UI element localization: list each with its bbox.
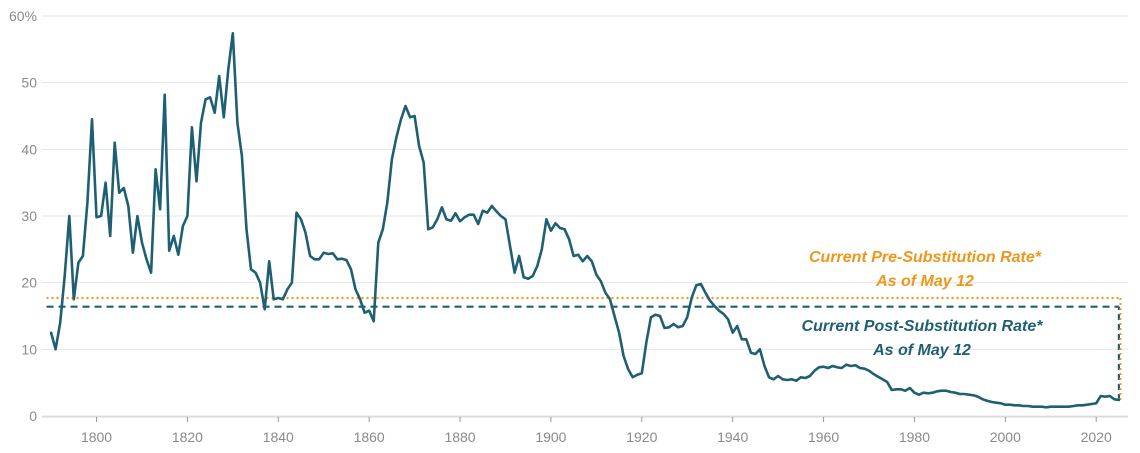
x-tick-label: 1840 [263,429,294,445]
y-tick-label: 40 [21,141,37,157]
x-tick-label: 1960 [808,429,839,445]
y-tick-label: 10 [21,341,37,357]
x-tick-label: 2020 [1081,429,1112,445]
x-axis-ticks: 1800 1820 1840 1860 1880 1900 1920 1940 1960 1980… [42,416,1128,445]
reference-lines [46,296,1122,400]
y-tick-label: 60% [9,8,37,24]
gridlines [42,15,1128,417]
y-tick-label: 30 [21,208,37,224]
x-tick-label: 1860 [354,429,385,445]
x-tick-label: 1820 [172,429,203,445]
y-tick-label: 0 [29,408,37,424]
x-tick-label: 1800 [81,429,112,445]
y-axis-ticks: 0 10 20 30 40 50 60% [9,8,37,424]
x-tick-label: 1920 [626,429,657,445]
post-substitution-label: Current Post-Substitution Rate* [802,318,1044,335]
x-tick-label: 1880 [444,429,475,445]
annotations: Current Pre-Substitution Rate* As of May… [802,249,1044,359]
y-tick-label: 50 [21,75,37,91]
pre-substitution-date: As of May 12 [875,273,974,290]
series-layer [49,31,1121,409]
x-tick-label: 1940 [717,429,748,445]
y-tick-label: 20 [21,275,37,291]
x-tick-label: 1980 [899,429,930,445]
post-substitution-date: As of May 12 [872,342,971,359]
pre-substitution-label: Current Pre-Substitution Rate* [809,249,1042,266]
x-tick-label: 1900 [535,429,566,445]
series-line-0 [49,31,1121,409]
x-tick-label: 2000 [990,429,1021,445]
